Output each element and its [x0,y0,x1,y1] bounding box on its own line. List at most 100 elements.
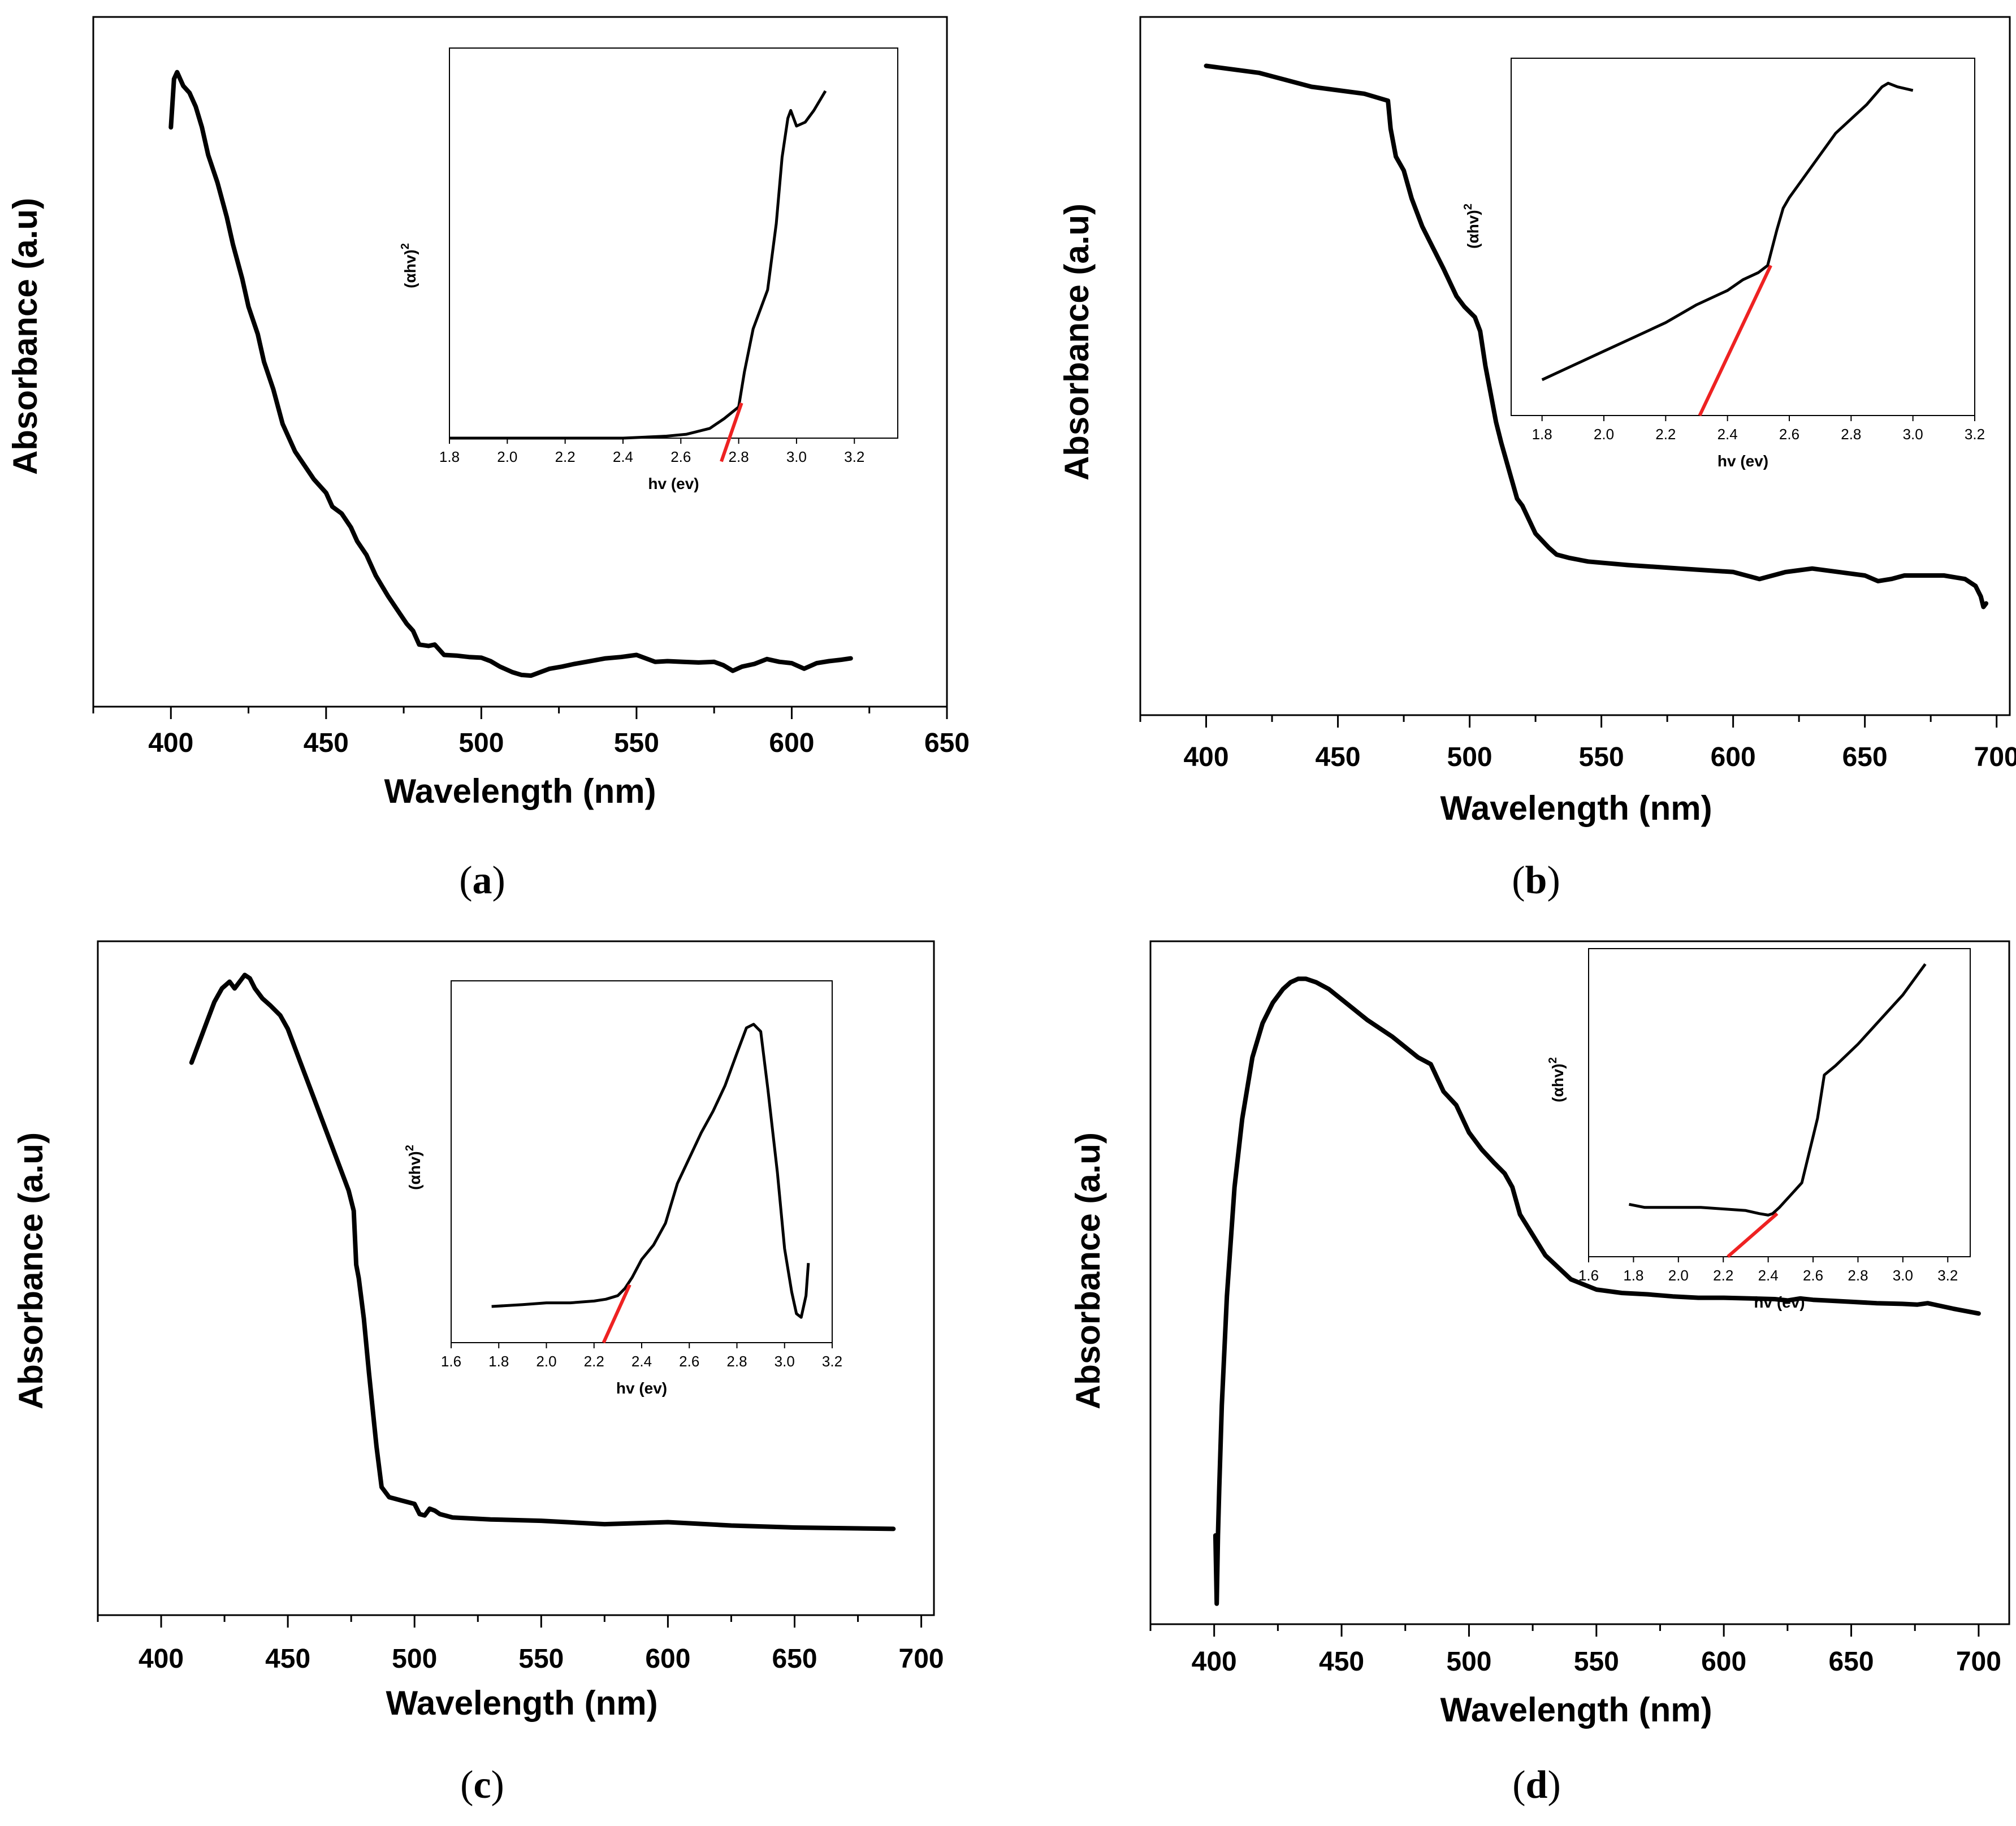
panel-d: 400 450 500 550 600 650 700 Wavelength (nm) Abso… [1069,940,2010,1807]
panel-b-xtick-label: 450 [1315,742,1360,772]
panel-b-inset-xlabel: hv (ev) [1718,452,1768,470]
panel-b-inset-xtick-label: 2.8 [1841,426,1861,443]
panel-c-inset-xtick-label: 1.8 [488,1353,509,1370]
panel-a-label-open: ( [459,859,472,902]
panel-d-label-open: ( [1512,1763,1525,1807]
panel-c-inset-xtick-label: 3.2 [822,1353,842,1370]
panel-b-inset-xtick-label: 2.2 [1655,426,1676,443]
panel-b-inset-xtick-label: 3.2 [1965,426,1985,443]
panel-b-inset-xtick-label: 1.8 [1532,426,1552,443]
panel-c-xlabel: Wavelength (nm) [386,1684,657,1722]
panel-c-series-line [189,972,896,1531]
panel-d-inset-tangent [1727,1212,1779,1258]
panel-d-inset-xtick-label: 1.8 [1623,1267,1643,1284]
panel-a-label-letter: a [473,859,492,902]
panel-c-ylabel: Absorbance (a.u) [12,1132,50,1409]
panel-c-inset-frame [451,980,833,1343]
panel-a-xtick-label: 450 [304,728,349,758]
panel-d-frame [1149,940,2010,1625]
panel-d-xtick-label: 600 [1701,1647,1746,1677]
panel-b-inset-frame [1511,58,1975,416]
panel-d-inset-xtick-label: 2.8 [1848,1267,1868,1284]
panel-d-inset-xtick-label: 2.2 [1713,1267,1733,1284]
panel-c-label: (c) [460,1763,504,1807]
panel-d-inset-ylabel-sup: 2 [1547,1057,1559,1063]
panel-d-label: (d) [1512,1763,1561,1807]
panel-c-xtick-label: 550 [518,1644,564,1674]
panel-a-series-line [168,70,853,678]
panel-b-xtick-label: 600 [1711,742,1756,772]
panel-a-xtick-label: 650 [924,728,970,758]
panel-c-inset-xtick-label: 3.0 [775,1353,795,1370]
panel-c-inset-xtick-label: 2.8 [726,1353,747,1370]
panel-a-xtick-label: 550 [614,728,659,758]
panel-a-frame [92,16,948,708]
panel-c-inset-xtick-label: 2.4 [631,1353,652,1370]
panel-a: 400 450 500 550 600 650 Wavelength (nm) Absorba… [6,16,970,902]
panel-b-inset-xtick-label: 2.6 [1779,426,1799,443]
panel-b-xtick-label: 550 [1579,742,1624,772]
panel-a-inset-xtick-label: 2.4 [613,448,633,465]
panel-b-inset-xtick-label: 2.4 [1718,426,1738,443]
panel-d-label-close: ) [1547,1763,1560,1807]
panel-a-inset-frame [449,47,898,439]
panel-b-xtick-label: 700 [1974,742,2016,772]
panel-c-xtick-label: 450 [265,1644,310,1674]
panel-b-ylabel: Absorbance (a.u) [1058,204,1096,481]
panel-d-inset: 1.6 1.8 2.0 2.2 2.4 2.6 2.8 3.0 3.2 hv (ev) (αhv)2 [1547,948,1971,1311]
panel-c-inset-tangent [602,1284,631,1344]
panel-d-series-line [1213,976,1981,1606]
panel-a-inset-xtick-label: 3.2 [844,448,864,465]
panel-c-inset: 1.6 1.8 2.0 2.2 2.4 2.6 2.8 3.0 3.2 hv (ev) (αhv)2 [404,980,842,1397]
panel-a-inset-ylabel: (αhv)2 [399,243,419,288]
panel-c-xtick-label: 400 [139,1644,184,1674]
panel-c-label-open: ( [460,1763,473,1807]
panel-d-inset-xtick-label: 1.6 [1578,1267,1599,1284]
panel-d-inset-xtick-label: 3.2 [1937,1267,1958,1284]
panel-d-ylabel: Absorbance (a.u) [1069,1132,1107,1409]
panel-a-inset-xtick-label: 2.8 [729,448,749,465]
panel-a-inset-xtick-label: 3.0 [786,448,807,465]
panel-b-inset: 1.8 2.0 2.2 2.4 2.6 2.8 3.0 3.2 hv (ev) (αhv)2 [1462,58,1985,470]
panel-c: 400 450 500 550 600 650 700 Wavelength (nm) Abso… [12,940,944,1807]
panel-b-frame [1139,16,2011,716]
panel-d-xtick-label: 650 [1828,1647,1874,1677]
panel-a-inset-curve [449,90,827,440]
panel-d-xtick-label: 550 [1574,1647,1619,1677]
panel-b-inset-xtick-label: 2.0 [1594,426,1614,443]
panel-a-xtick-label: 400 [148,728,193,758]
panel-b: 400 450 500 550 600 650 700 Wavelength (nm) Abso… [1058,16,2016,902]
panel-d-inset-xlabel: hv (ev) [1754,1293,1805,1311]
panel-d-inset-curve [1629,963,1927,1217]
panel-c-inset-xtick-label: 2.0 [536,1353,556,1370]
panel-b-label-open: ( [1512,859,1525,902]
panel-a-xtick-label: 600 [769,728,814,758]
panel-a-inset-xtick-label: 2.6 [670,448,691,465]
panel-b-xlabel: Wavelength (nm) [1440,789,1712,827]
panel-c-inset-ylabel-sup: 2 [404,1145,416,1151]
panel-a-xlabel: Wavelength (nm) [384,772,656,810]
panel-c-xtick-label: 500 [392,1644,437,1674]
panel-d-label-letter: d [1526,1763,1548,1807]
panel-d-inset-xtick-label: 2.6 [1803,1267,1823,1284]
panel-c-inset-curve [491,1023,810,1319]
panel-b-label-close: ) [1547,859,1560,902]
panel-d-xlabel: Wavelength (nm) [1440,1691,1712,1729]
panel-b-inset-ylabel-sup: 2 [1462,204,1474,210]
panel-a-inset-xtick-label: 1.8 [439,448,460,465]
panel-b-label: (b) [1512,859,1560,902]
panel-c-inset-xlabel: hv (ev) [616,1379,667,1397]
panel-d-xtick-label: 400 [1192,1647,1237,1677]
panel-a-inset: 1.8 2.0 2.2 2.4 2.6 2.8 3.0 3.2 hv (ev) (αhv)2 [399,47,898,492]
panel-d-inset-frame [1588,948,1971,1257]
panel-b-xtick-label: 500 [1447,742,1492,772]
panel-b-inset-ylabel: (αhv)2 [1462,204,1482,249]
panel-c-label-letter: c [473,1763,491,1807]
panel-b-series-line [1204,63,1989,609]
panel-a-label-close: ) [492,859,505,902]
panel-d-xtick-label: 700 [1956,1647,2001,1677]
panel-a-inset-xlabel: hv (ev) [648,475,699,492]
panel-a-label: (a) [459,859,505,902]
panel-d-xtick-label: 500 [1446,1647,1491,1677]
